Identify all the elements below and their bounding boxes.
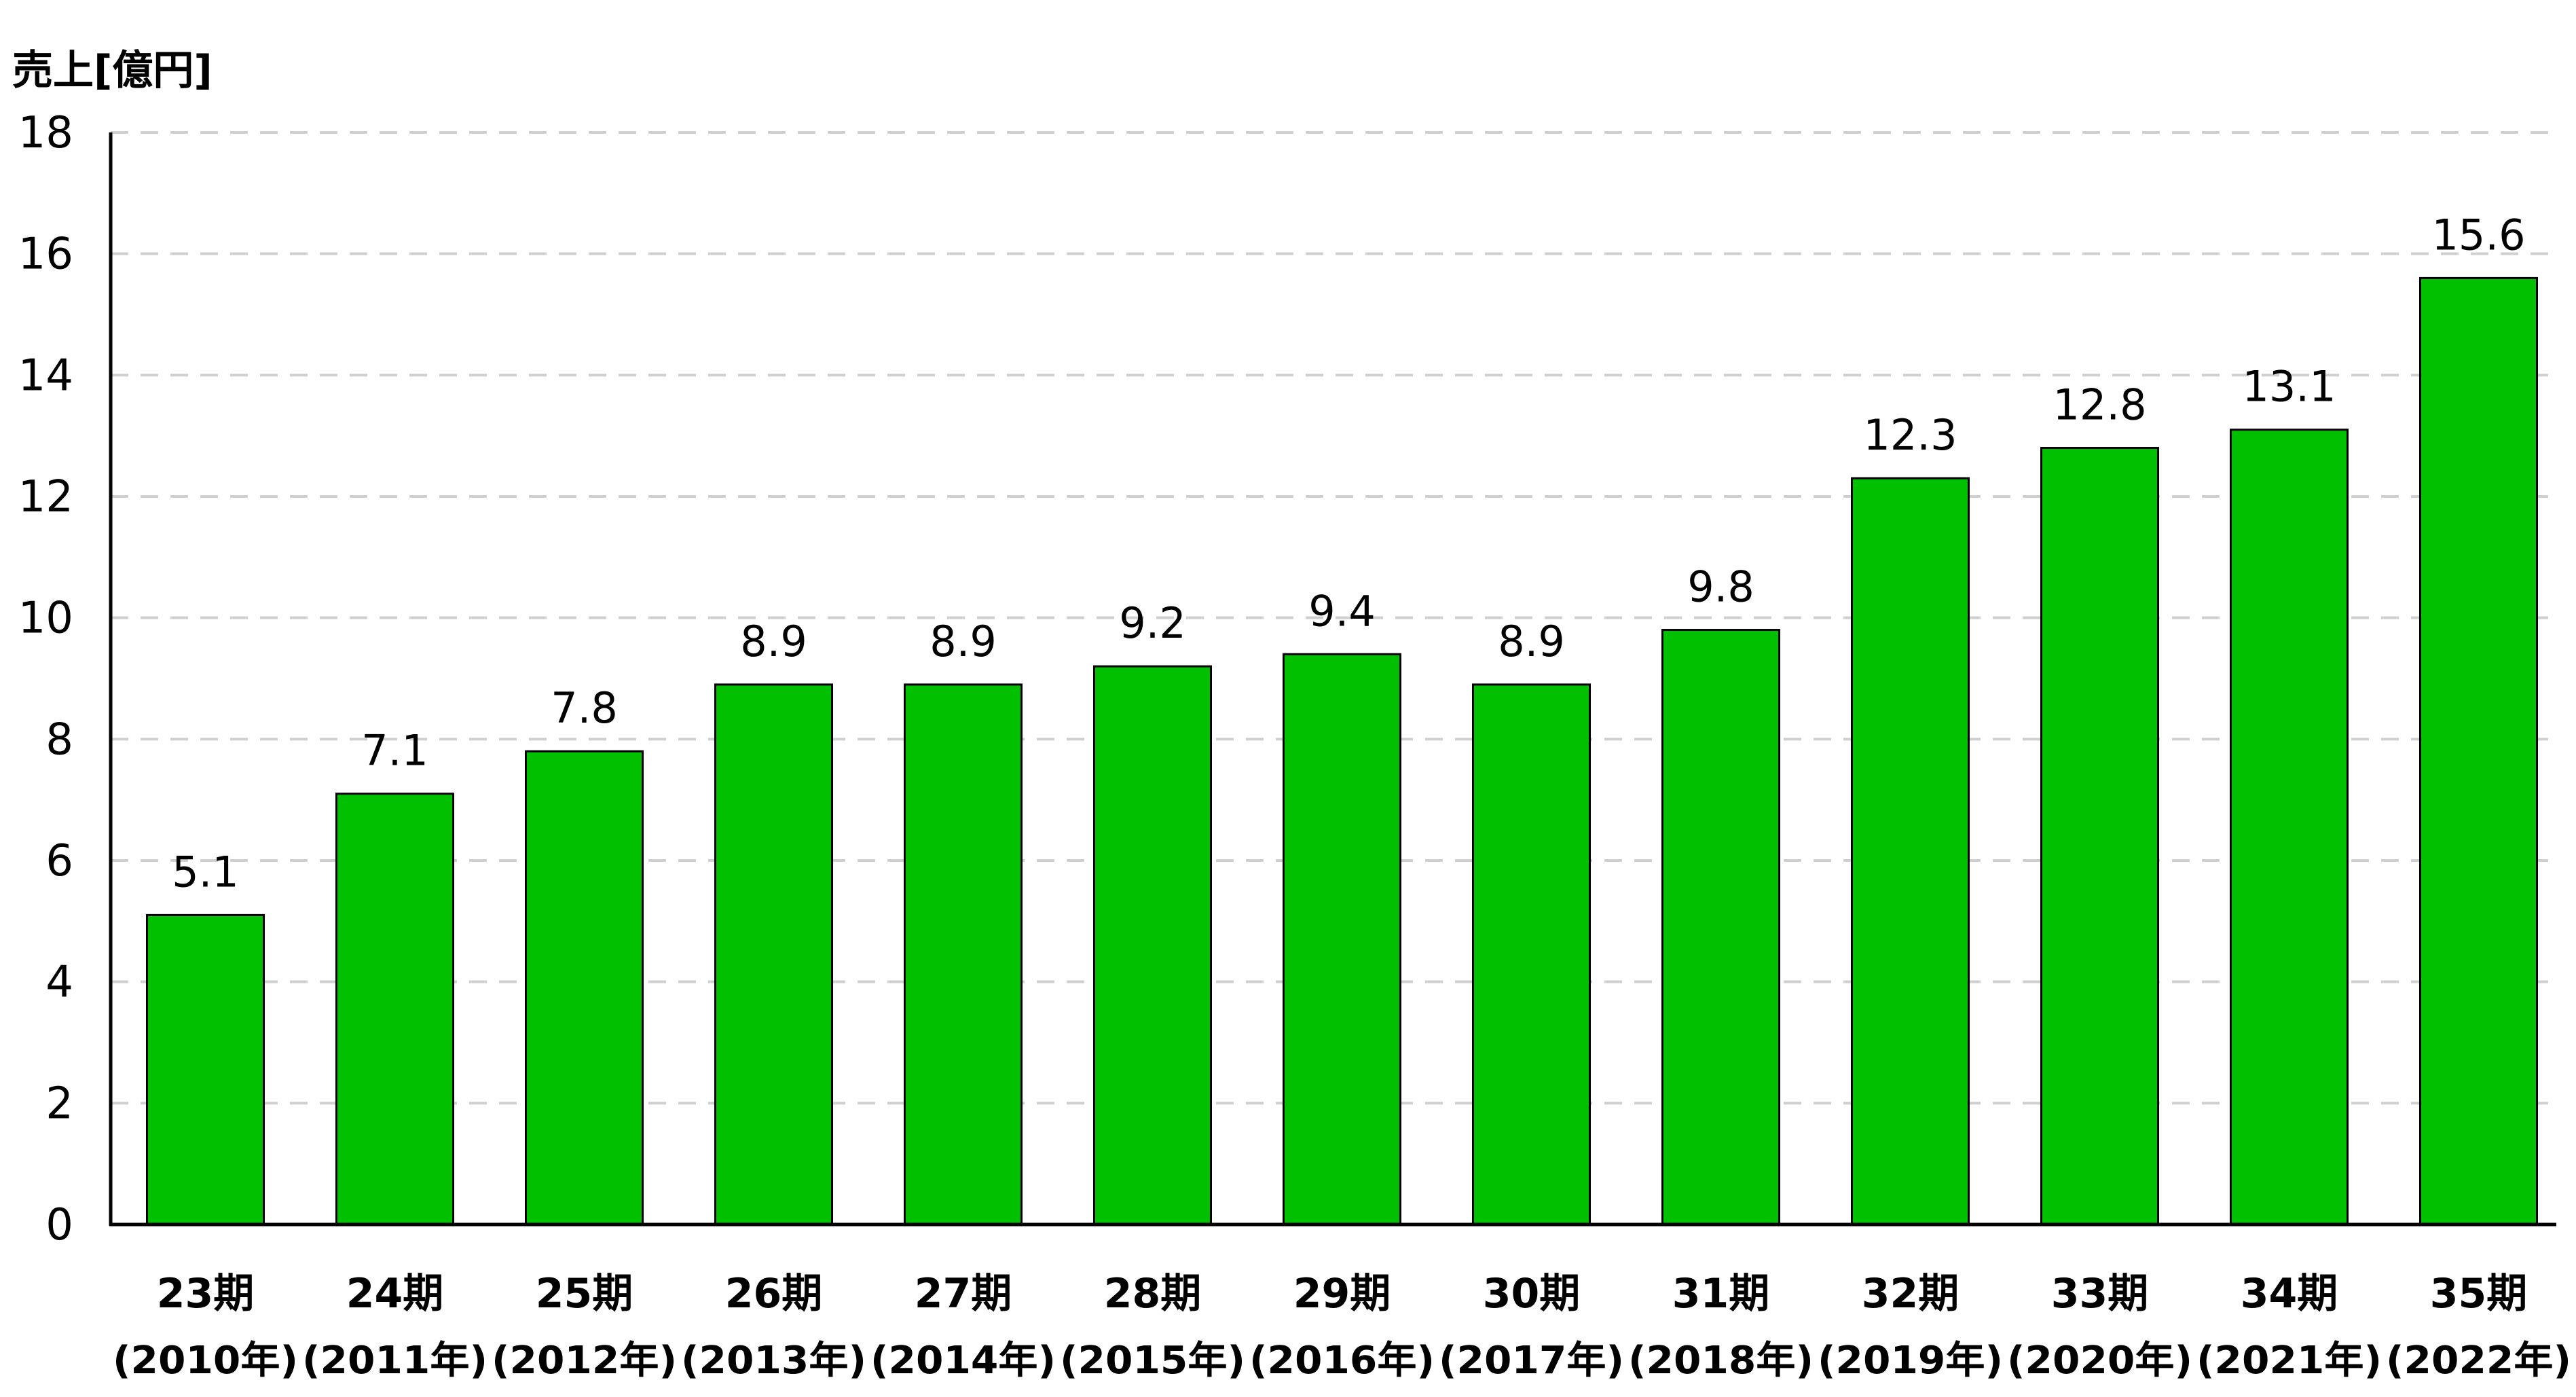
x-tick-label: 35期 xyxy=(2430,1270,2528,1318)
bar xyxy=(1851,477,1970,1226)
x-tick-label: 27期 xyxy=(915,1270,1012,1318)
bar xyxy=(2230,429,2349,1226)
x-tick-year-label: (2014年) xyxy=(870,1339,1056,1383)
x-tick-label: 29期 xyxy=(1293,1270,1391,1318)
x-tick-label: 30期 xyxy=(1483,1270,1581,1318)
y-tick-label: 14 xyxy=(18,350,73,401)
y-tick-label: 2 xyxy=(45,1078,73,1129)
bar xyxy=(2040,447,2159,1226)
y-tick-label: 4 xyxy=(45,958,73,1008)
x-tick-year-label: (2012年) xyxy=(492,1339,677,1383)
x-tick-year-label: (2018年) xyxy=(1628,1339,1814,1383)
bar xyxy=(335,793,454,1226)
x-tick-label: 23期 xyxy=(157,1270,255,1318)
data-label: 12.3 xyxy=(1863,410,1957,460)
data-label: 12.8 xyxy=(2053,380,2146,430)
y-tick-label: 6 xyxy=(45,836,73,886)
x-tick-label: 34期 xyxy=(2241,1270,2338,1318)
data-label: 8.9 xyxy=(740,617,807,666)
data-label: 9.8 xyxy=(1687,562,1754,612)
x-tick-label: 28期 xyxy=(1104,1270,1202,1318)
y-tick-label: 18 xyxy=(18,108,73,158)
y-tick-label: 0 xyxy=(45,1200,73,1250)
bar xyxy=(1472,683,1591,1226)
data-label: 7.1 xyxy=(361,726,428,776)
y-tick-label: 16 xyxy=(18,230,73,280)
bar xyxy=(146,913,265,1226)
data-label: 5.1 xyxy=(172,847,239,896)
x-tick-year-label: (2022年) xyxy=(2386,1339,2571,1383)
x-tick-label: 26期 xyxy=(725,1270,823,1318)
data-label: 7.8 xyxy=(551,683,618,733)
x-tick-year-label: (2020年) xyxy=(2007,1339,2192,1383)
data-label: 9.4 xyxy=(1308,586,1376,636)
x-tick-label: 31期 xyxy=(1672,1270,1770,1318)
y-axis-label: 売上[億円] xyxy=(12,47,213,94)
bar xyxy=(1283,653,1401,1226)
y-tick-labels: 0 2 4 6 8 10 12 14 16 18 xyxy=(18,108,73,1250)
y-tick-label: 8 xyxy=(45,714,73,765)
x-tick-year-label: (2016年) xyxy=(1249,1339,1435,1383)
x-tick-year-label: (2015年) xyxy=(1060,1339,1245,1383)
bar xyxy=(525,750,644,1226)
x-tick-year-label: (2019年) xyxy=(1818,1339,2003,1383)
data-label: 15.6 xyxy=(2431,210,2525,259)
x-tick-label: 33期 xyxy=(2051,1270,2149,1318)
x-tick-year-label: (2010年) xyxy=(113,1339,298,1383)
bar xyxy=(1661,629,1780,1226)
data-labels: 5.1 7.1 7.8 8.9 8.9 9.2 9.4 8.9 9.8 12.3 12.8 13.1 1… xyxy=(172,210,2525,896)
x-tick-label: 25期 xyxy=(536,1270,633,1318)
data-label: 8.9 xyxy=(930,617,997,666)
y-tick-label: 10 xyxy=(18,594,73,644)
x-tick-year-label: (2021年) xyxy=(2196,1339,2382,1383)
y-tick-label: 12 xyxy=(18,472,73,522)
x-tick-year-label: (2011年) xyxy=(302,1339,487,1383)
x-tick-label: 24期 xyxy=(346,1270,444,1318)
x-tick-year-label: (2017年) xyxy=(1439,1339,1624,1383)
bar xyxy=(714,683,833,1226)
x-tick-label: 32期 xyxy=(1862,1270,1959,1318)
bar xyxy=(904,683,1023,1226)
data-label: 9.2 xyxy=(1119,598,1186,648)
data-label: 13.1 xyxy=(2242,362,2336,412)
x-tick-labels: 23期 (2010年) 24期 (2011年) 25期 (2012年) 26期 (2013年)… xyxy=(113,1270,2571,1383)
x-tick-year-label: (2013年) xyxy=(681,1339,866,1383)
bars xyxy=(146,276,2538,1226)
data-label: 8.9 xyxy=(1498,617,1565,666)
bar xyxy=(1093,665,1212,1226)
bar xyxy=(2419,276,2538,1226)
